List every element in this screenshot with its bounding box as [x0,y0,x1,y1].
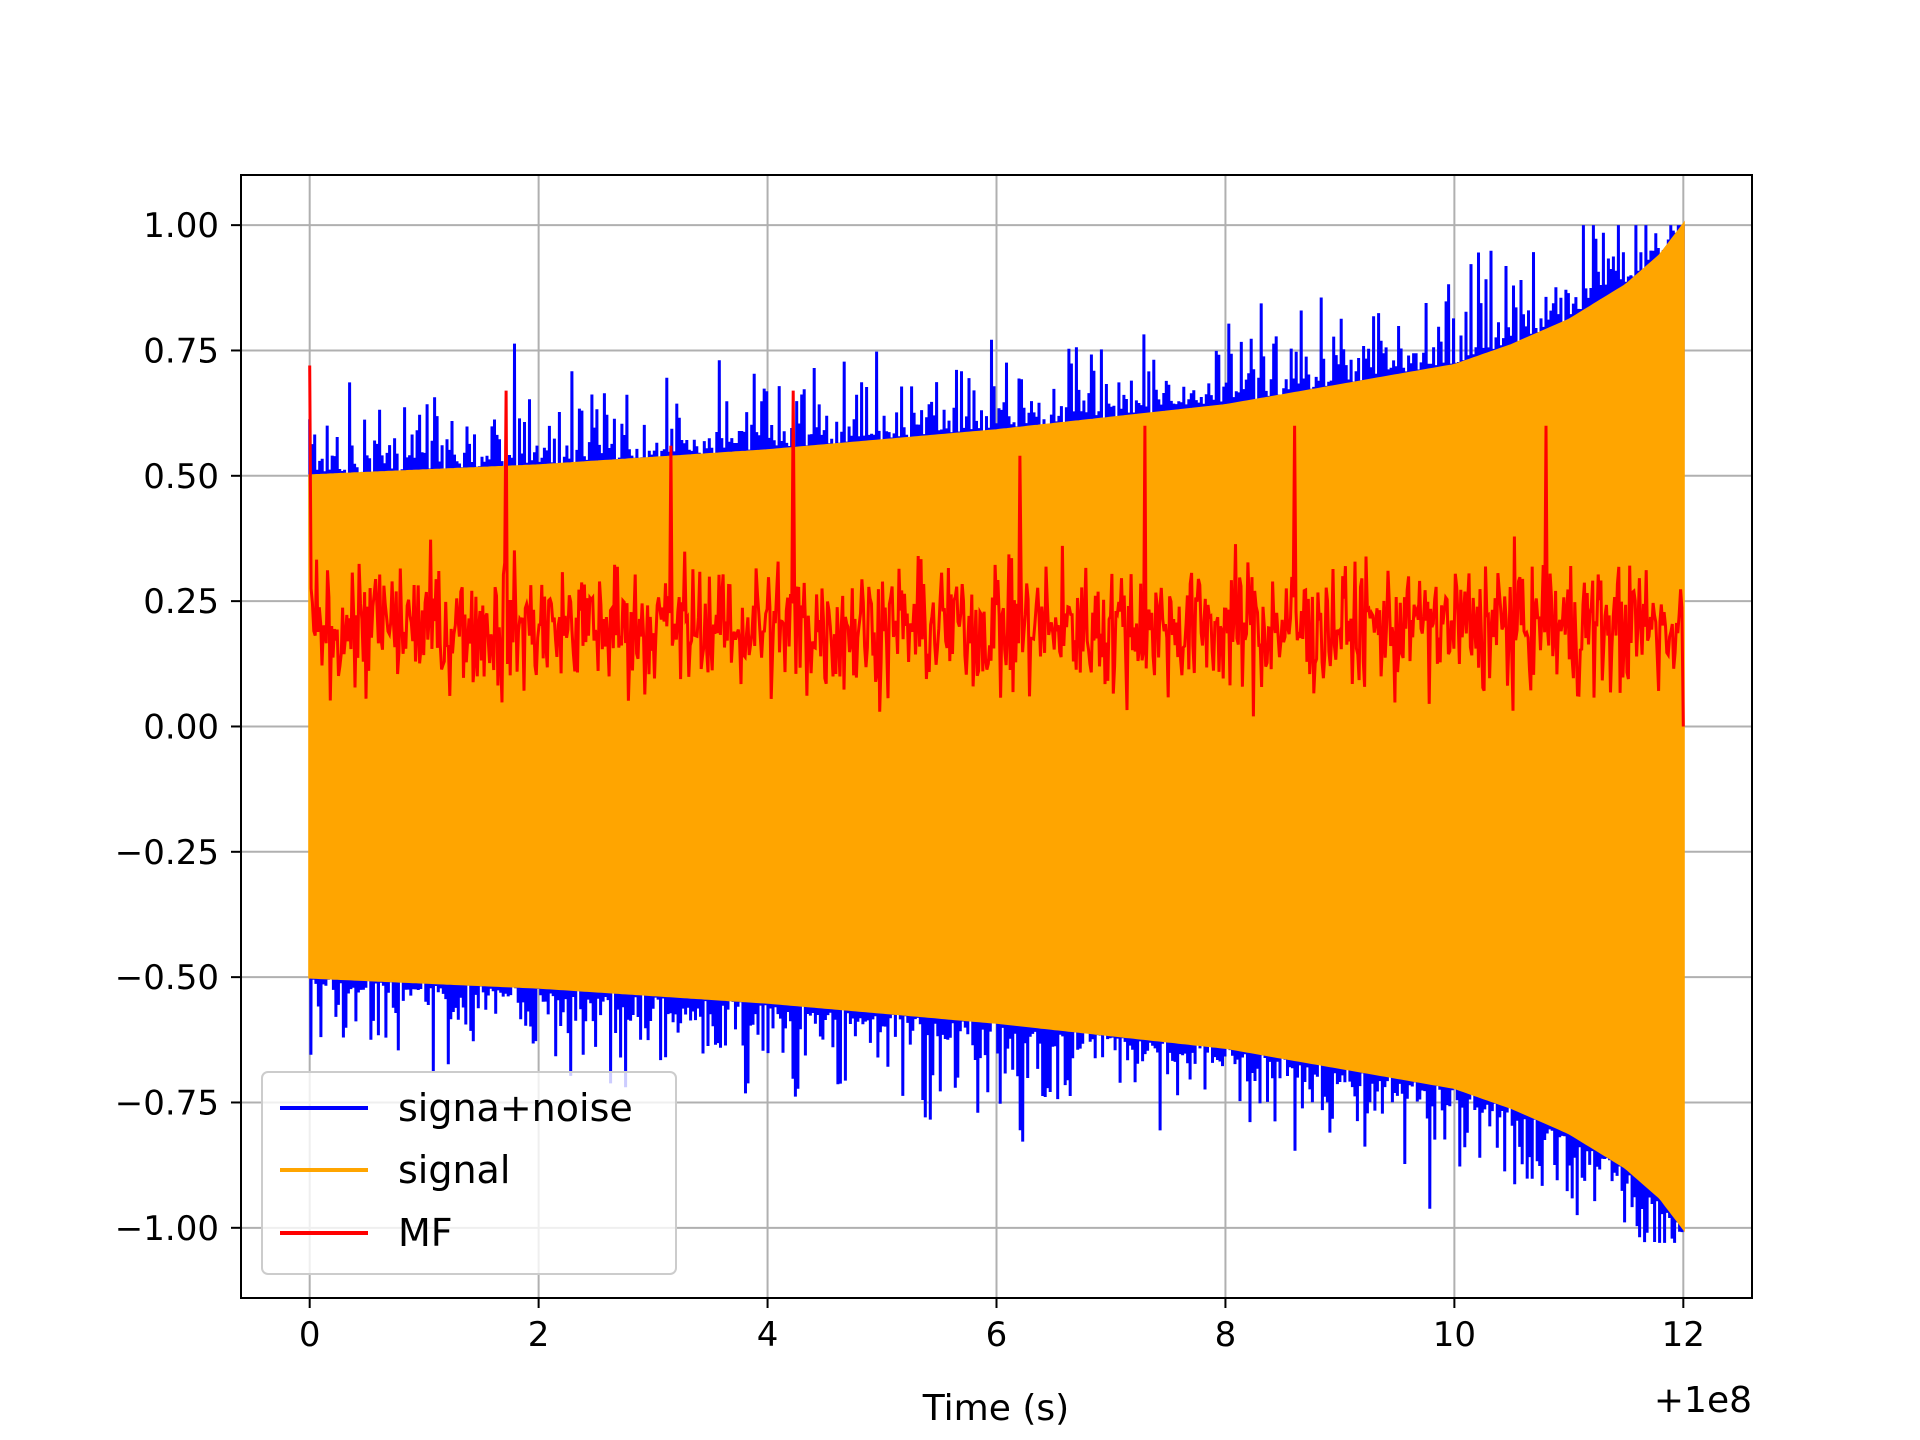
y-tick-label: 1.00 [143,206,219,246]
x-tick-label: 4 [757,1315,779,1355]
series-mf [308,365,1685,727]
y-tick-label: 0.00 [143,707,219,747]
x-offset-label: +1e8 [1654,1380,1752,1421]
y-tick-label: 0.50 [143,457,219,497]
legend-box [261,1071,677,1275]
x-axis: 0 2 4 6 8 10 12 [299,1298,1705,1355]
y-tick-label: 0.75 [143,331,219,371]
legend-label-signal: signal [398,1148,510,1192]
legend: signa+noise signal MF [261,1071,677,1275]
y-tick-label: 0.25 [143,582,219,622]
series-signal [308,220,1685,1233]
x-tick-label: 0 [299,1315,321,1355]
x-tick-label: 10 [1433,1315,1476,1355]
y-tick-label: −1.00 [115,1209,219,1249]
x-tick-label: 8 [1215,1315,1237,1355]
y-tick-label: −0.50 [115,958,219,998]
x-tick-label: 2 [528,1315,550,1355]
x-axis-label: Time (s) [922,1388,1069,1429]
plot-area [308,220,1685,1243]
y-tick-label: −0.75 [115,1083,219,1123]
legend-label-signal-noise: signa+noise [398,1086,633,1130]
y-tick-label: −0.25 [115,833,219,873]
y-axis: 1.00 0.75 0.50 0.25 0.00 −0.25 −0.50 −0.75 −1.00 [115,206,241,1249]
x-tick-label: 12 [1662,1315,1705,1355]
x-tick-label: 6 [986,1315,1008,1355]
legend-label-mf: MF [398,1211,453,1255]
